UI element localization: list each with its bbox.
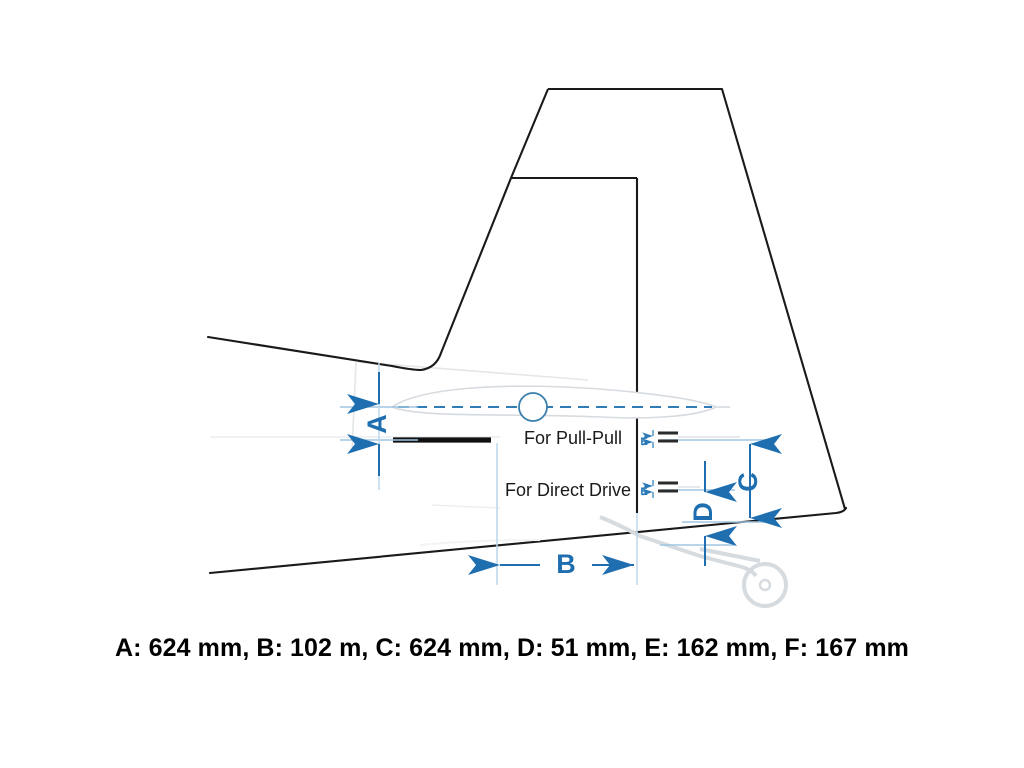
annotation-pull-pull: For Pull-Pull: [524, 428, 622, 448]
dimension-label-D: D: [688, 502, 718, 522]
dimension-label-C: C: [733, 472, 763, 492]
dimension-E-pull-pull: E: [640, 430, 740, 448]
dimension-E-direct-drive: E: [640, 480, 700, 498]
pivot-circle: [518, 392, 548, 422]
dimension-A: A: [340, 363, 418, 490]
fuselage-top-line: [206, 335, 423, 372]
airframe-outline: [206, 87, 848, 575]
dimension-label-A: A: [362, 414, 392, 434]
dimension-label-E-pull-pull: E: [640, 436, 647, 448]
horizontal-stabilizer-airfoil: [390, 385, 730, 419]
vertical-fin: [548, 87, 847, 510]
tail-wheel-assembly: [419, 515, 788, 608]
dimension-C: C: [660, 434, 782, 528]
dimension-B: B: [468, 443, 638, 585]
dimension-label-E-direct-drive: E: [640, 486, 647, 498]
annotation-direct-drive: For Direct Drive: [505, 480, 631, 500]
dimension-label-B: B: [556, 549, 576, 579]
vertical-fin-leading-edge: [420, 88, 549, 372]
dimension-D: D: [660, 461, 737, 566]
dimension-caption: A: 624 mm, B: 102 m, C: 624 mm, D: 51 mm…: [114, 634, 909, 662]
fuselage-bottom-line: [208, 506, 848, 575]
